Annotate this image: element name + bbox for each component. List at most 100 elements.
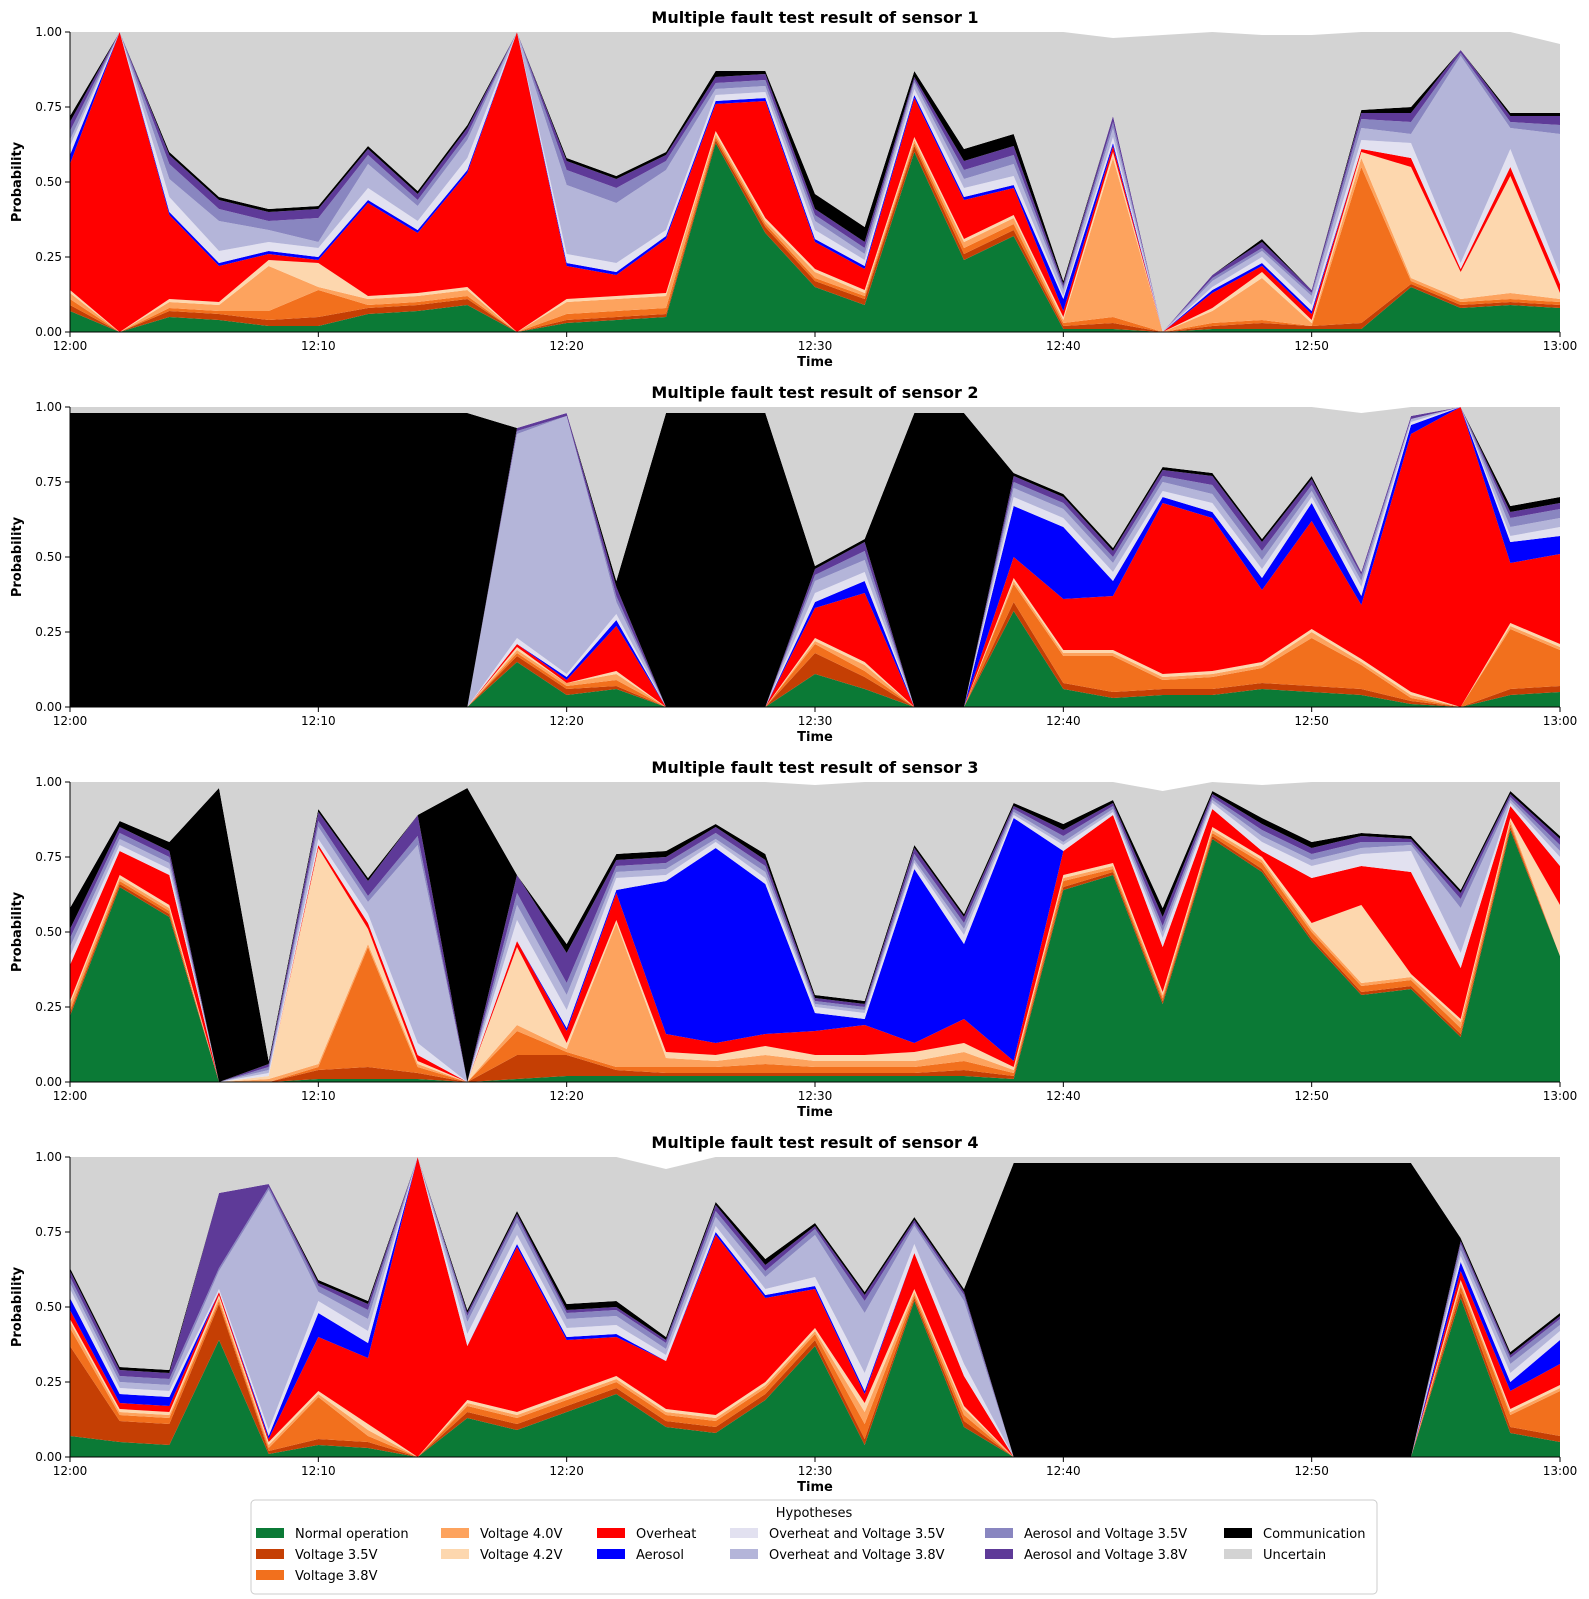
legend-label: Aerosol and Voltage 3.5V bbox=[1024, 1527, 1187, 1542]
x-tick-label: 12:00 bbox=[53, 1464, 88, 1478]
y-tick-label: 0.00 bbox=[35, 1075, 62, 1089]
y-tick-label: 0.25 bbox=[35, 1000, 62, 1014]
x-tick-label: 12:10 bbox=[301, 339, 336, 353]
legend-item-normal-operation: Normal operation bbox=[256, 1527, 409, 1542]
x-tick-label: 12:20 bbox=[549, 339, 584, 353]
area-communication bbox=[70, 407, 1560, 707]
chart-panels: 0.00 0.25 0.50 0.75 1.00 12:00 12:10 12:20 12:30… bbox=[10, 8, 1577, 1495]
legend-label: Aerosol and Voltage 3.8V bbox=[1024, 1548, 1187, 1563]
legend-label: Voltage 3.5V bbox=[295, 1548, 378, 1563]
y-tick-label: 0.00 bbox=[35, 700, 62, 714]
x-tick-label: 12:00 bbox=[53, 1089, 88, 1103]
area-normal-operation bbox=[70, 1298, 1560, 1457]
chart-title: Multiple fault test result of sensor 3 bbox=[651, 758, 978, 777]
legend-label: Overheat and Voltage 3.8V bbox=[769, 1548, 945, 1563]
legend-swatch bbox=[441, 1528, 469, 1538]
area-aerosol-and-voltage-3-8v bbox=[70, 1157, 1560, 1457]
x-tick-label: 12:30 bbox=[798, 714, 833, 728]
y-tick-label: 0.50 bbox=[35, 550, 62, 564]
y-tick-label: 0.25 bbox=[35, 250, 62, 264]
x-tick-label: 12:40 bbox=[1046, 339, 1081, 353]
y-tick-label: 0.75 bbox=[35, 475, 62, 489]
legend-item-voltage-3-8v: Voltage 3.8V bbox=[256, 1569, 378, 1584]
chart-title: Multiple fault test result of sensor 2 bbox=[651, 383, 978, 402]
y-axis-label: Probability bbox=[10, 891, 25, 972]
legend-swatch bbox=[256, 1528, 284, 1538]
legend: Hypotheses Normal operation Voltage 3.5V Vo… bbox=[250, 1499, 1378, 1595]
x-tick-label: 12:10 bbox=[301, 1464, 336, 1478]
y-axis-label: Probability bbox=[10, 1266, 25, 1347]
x-tick-label: 12:50 bbox=[1294, 1089, 1329, 1103]
y-tick-label: 1.00 bbox=[35, 25, 62, 39]
y-tick-label: 1.00 bbox=[35, 400, 62, 414]
legend-label: Overheat and Voltage 3.5V bbox=[769, 1527, 945, 1542]
y-tick-label: 1.00 bbox=[35, 775, 62, 789]
x-tick-label: 13:00 bbox=[1543, 1089, 1578, 1103]
y-axis-label: Probability bbox=[10, 141, 25, 222]
x-tick-label: 12:20 bbox=[549, 714, 584, 728]
area-voltage-4-0v bbox=[70, 1283, 1560, 1457]
x-tick-label: 13:00 bbox=[1543, 714, 1578, 728]
legend-label: Overheat bbox=[636, 1527, 696, 1542]
legend-item-voltage-3-5v: Voltage 3.5V bbox=[256, 1548, 378, 1563]
legend-swatch bbox=[597, 1549, 625, 1559]
y-tick-label: 0.25 bbox=[35, 625, 62, 639]
legend-label: Voltage 4.2V bbox=[480, 1548, 563, 1563]
legend-item-voltage-4-0v: Voltage 4.0V bbox=[441, 1527, 563, 1542]
legend-swatch bbox=[730, 1528, 758, 1538]
legend-box bbox=[250, 1499, 1378, 1595]
y-tick-label: 0.00 bbox=[35, 1450, 62, 1464]
area-uncertain bbox=[70, 782, 1560, 1061]
area-voltage-3-8v bbox=[70, 1286, 1560, 1457]
legend-item-aerosol-and-voltage-3-8v: Aerosol and Voltage 3.8V bbox=[985, 1548, 1187, 1563]
legend-swatch bbox=[985, 1528, 1013, 1538]
area-uncertain bbox=[70, 1157, 1560, 1370]
area-uncertain bbox=[70, 32, 1560, 332]
x-tick-label: 12:30 bbox=[798, 1089, 833, 1103]
x-axis-label: Time bbox=[797, 1105, 833, 1120]
area-overheat-and-voltage-3-5v bbox=[70, 803, 1560, 1082]
legend-swatch bbox=[441, 1549, 469, 1559]
area-communication bbox=[70, 788, 1560, 1082]
area-voltage-4-2v bbox=[70, 1280, 1560, 1457]
legend-swatch bbox=[730, 1549, 758, 1559]
area-overheat bbox=[70, 407, 1560, 707]
x-tick-label: 12:00 bbox=[53, 339, 88, 353]
x-axis-label: Time bbox=[797, 355, 833, 370]
chart-panel-1: 0.00 0.25 0.50 0.75 1.00 12:00 12:10 12:20 12:30… bbox=[10, 8, 1577, 370]
legend-swatch bbox=[1224, 1528, 1252, 1538]
x-tick-label: 12:50 bbox=[1294, 714, 1329, 728]
legend-swatch bbox=[1224, 1549, 1252, 1559]
legend-label: Aerosol bbox=[636, 1548, 684, 1563]
legend-swatch bbox=[597, 1528, 625, 1538]
area-voltage-3-5v bbox=[70, 602, 1560, 707]
legend-swatch bbox=[256, 1549, 284, 1559]
legend-item-overheat-and-voltage-3-8v: Overheat and Voltage 3.8V bbox=[730, 1548, 945, 1563]
legend-item-voltage-4-2v: Voltage 4.2V bbox=[441, 1548, 563, 1563]
legend-item-overheat-and-voltage-3-5v: Overheat and Voltage 3.5V bbox=[730, 1527, 945, 1542]
y-tick-label: 0.75 bbox=[35, 1225, 62, 1239]
area-aerosol bbox=[70, 806, 1560, 1082]
x-tick-label: 12:10 bbox=[301, 1089, 336, 1103]
y-axis-label: Probability bbox=[10, 516, 25, 597]
x-tick-label: 12:10 bbox=[301, 714, 336, 728]
x-tick-label: 12:40 bbox=[1046, 1464, 1081, 1478]
x-axis-label: Time bbox=[797, 1480, 833, 1495]
area-normal-operation bbox=[70, 830, 1560, 1082]
area-normal-operation bbox=[70, 143, 1560, 332]
legend-swatch bbox=[256, 1570, 284, 1580]
legend-label: Communication bbox=[1263, 1527, 1365, 1542]
legend-item-communication: Communication bbox=[1224, 1527, 1365, 1542]
y-tick-label: 0.25 bbox=[35, 1375, 62, 1389]
x-tick-label: 12:50 bbox=[1294, 1464, 1329, 1478]
y-tick-label: 0.75 bbox=[35, 850, 62, 864]
y-tick-label: 0.00 bbox=[35, 325, 62, 339]
x-tick-label: 13:00 bbox=[1543, 1464, 1578, 1478]
area-normal-operation bbox=[70, 611, 1560, 707]
legend-item-uncertain: Uncertain bbox=[1224, 1548, 1326, 1563]
area-voltage-3-8v bbox=[70, 824, 1560, 1082]
chart-panel-4: 0.00 0.25 0.50 0.75 1.00 12:00 12:10 12:20 12:30… bbox=[10, 1133, 1577, 1495]
area-overheat-and-voltage-3-8v bbox=[70, 800, 1560, 1082]
area-communication bbox=[70, 1157, 1560, 1457]
